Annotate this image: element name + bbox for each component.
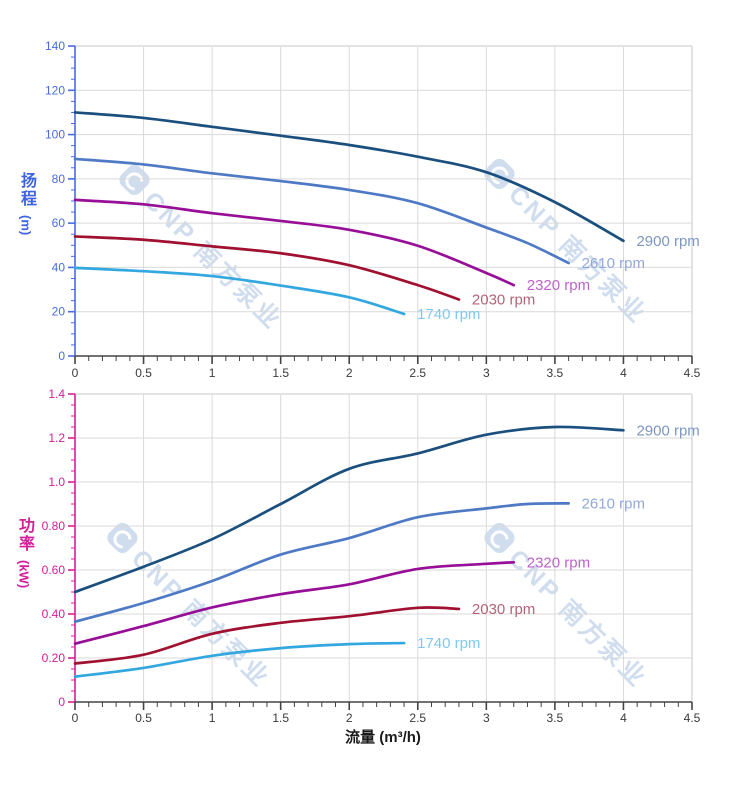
- curve-2030rpm: [73, 606, 461, 665]
- curve-label-1740rpm: 1740 rpm: [417, 635, 480, 652]
- y-tick-label: 1.4: [48, 387, 65, 401]
- power-axis-title: 功率 (kW): [12, 517, 36, 588]
- y-tick-label: 1.2: [48, 431, 65, 445]
- x-tick-label: 3: [483, 711, 490, 725]
- curve-label-2320rpm: 2320 rpm: [527, 554, 590, 571]
- curve-label-2030rpm: 2030 rpm: [472, 292, 535, 309]
- y-tick-label: 140: [45, 39, 65, 53]
- x-tick-label: 2: [346, 366, 353, 380]
- x-tick-label: 1: [209, 366, 216, 380]
- x-tick-label: 0.5: [135, 711, 152, 725]
- flow-axis-title: 流量 (m³/h): [345, 729, 421, 746]
- y-tick-label: 40: [52, 260, 66, 274]
- x-tick-label: 1: [209, 711, 216, 725]
- curve-2610rpm: [73, 501, 570, 624]
- curve-2900rpm: [73, 111, 625, 243]
- y-tick-label: 0: [58, 695, 65, 709]
- x-tick-label: 4: [620, 711, 627, 725]
- curve-2610rpm: [73, 157, 570, 265]
- x-tick-label: 4.5: [684, 366, 701, 380]
- head-axis-title: 扬程 (m): [14, 172, 38, 235]
- power-chart: 0 0.20 0.40 0.60 0.80 1.0 1.2 1.4 0 0.5 1 1.5 2 2.5 3 3…: [42, 387, 701, 725]
- curve-label-2900rpm: 2900 rpm: [636, 233, 699, 250]
- y-tick-label: 0: [58, 349, 65, 363]
- head-axis-title-text: 扬程: [18, 172, 35, 208]
- curve-label-2030rpm: 2030 rpm: [472, 601, 535, 618]
- power-axis-title-text: 功率: [16, 517, 33, 553]
- curve-2030rpm: [73, 235, 461, 301]
- x-tick-label: 3: [483, 366, 490, 380]
- curve-1740rpm: [73, 641, 406, 679]
- x-tick-label: 2.5: [409, 366, 426, 380]
- y-tick-label: 1.0: [48, 475, 65, 489]
- power-axis-unit: (kW): [16, 560, 32, 589]
- y-tick-label: 60: [52, 216, 66, 230]
- curve-label-2610rpm: 2610 rpm: [582, 255, 645, 272]
- curve-2320rpm: [73, 560, 516, 646]
- x-tick-label: 0: [72, 366, 79, 380]
- curve-label-1740rpm: 1740 rpm: [417, 306, 480, 323]
- x-tick-label: 2: [346, 711, 353, 725]
- x-tick-label: 1.5: [272, 366, 289, 380]
- y-tick-label: 80: [52, 172, 66, 186]
- x-tick-label: 0: [72, 711, 79, 725]
- curve-1740rpm: [73, 266, 406, 316]
- curve-label-2320rpm: 2320 rpm: [527, 277, 590, 294]
- x-tick-label: 1.5: [272, 711, 289, 725]
- y-tick-label: 0.40: [42, 607, 66, 621]
- x-tick-label: 4.5: [684, 711, 701, 725]
- y-tick-label: 0.20: [42, 651, 66, 665]
- head-chart: 0 20 40 60 80 100 120 140 0 0.5 1 1.5 2 2.5 3 3.5 4 4.5 29…: [45, 39, 701, 380]
- y-tick-label: 0.60: [42, 563, 66, 577]
- curve-2320rpm: [73, 198, 516, 287]
- y-tick-label: 0.80: [42, 519, 66, 533]
- curve-label-2900rpm: 2900 rpm: [636, 422, 699, 439]
- x-tick-label: 4: [620, 366, 627, 380]
- x-tick-label: 2.5: [409, 711, 426, 725]
- y-tick-label: 20: [52, 305, 66, 319]
- y-tick-label: 120: [45, 83, 65, 97]
- curve-label-2610rpm: 2610 rpm: [582, 495, 645, 512]
- head-axis-unit: (m): [18, 215, 34, 236]
- x-tick-label: 0.5: [135, 366, 152, 380]
- x-tick-label: 3.5: [547, 366, 564, 380]
- x-tick-label: 3.5: [547, 711, 564, 725]
- y-tick-label: 100: [45, 128, 65, 142]
- curve-2900rpm: [73, 425, 625, 594]
